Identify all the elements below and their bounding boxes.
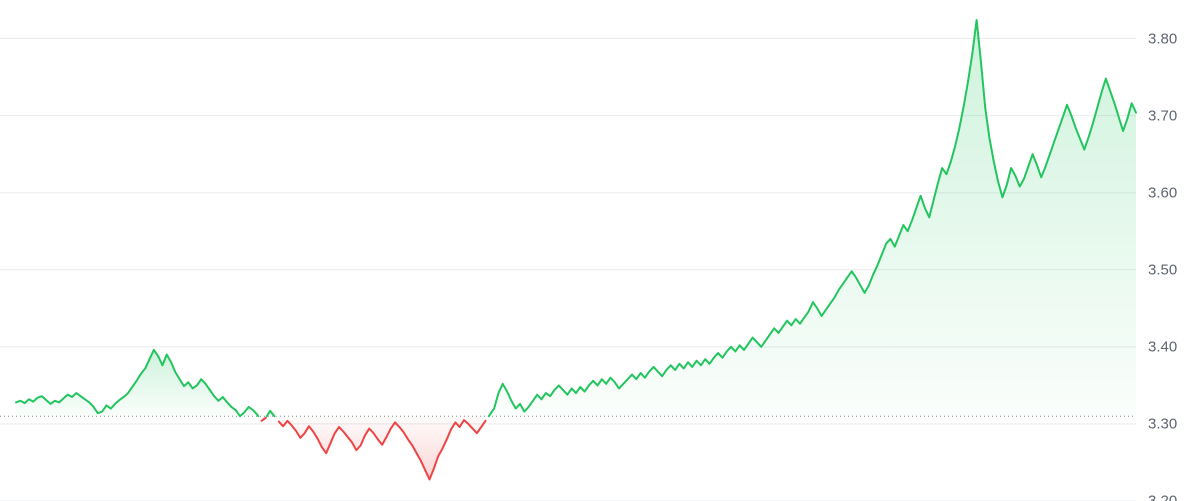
y-tick-label: 3.80 xyxy=(1148,30,1177,47)
y-tick-label: 3.50 xyxy=(1148,261,1177,278)
y-tick-label: 3.20 xyxy=(1148,493,1177,501)
price-chart[interactable]: 3.20 3.30 3.40 3.50 3.60 3.70 3.80 xyxy=(0,0,1200,501)
y-tick-label: 3.30 xyxy=(1148,415,1177,432)
y-tick-label: 3.60 xyxy=(1148,184,1177,201)
y-tick-label: 3.70 xyxy=(1148,107,1177,124)
y-axis-labels: 3.20 3.30 3.40 3.50 3.60 3.70 3.80 xyxy=(1140,0,1200,501)
chart-svg xyxy=(0,0,1200,501)
y-tick-label: 3.40 xyxy=(1148,338,1177,355)
